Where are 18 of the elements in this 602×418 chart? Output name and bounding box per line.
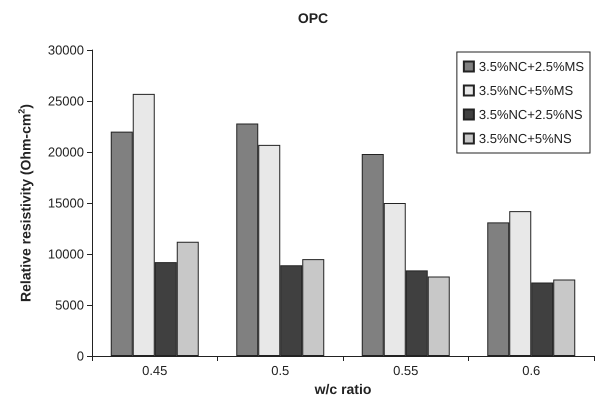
y-tick-label: 20000	[48, 144, 84, 160]
x-tick-label: 0.6	[522, 363, 540, 378]
legend-label: 3.5%NC+5%NS	[478, 131, 572, 146]
y-tick-label: 25000	[48, 94, 84, 108]
x-tick-label: 0.5	[271, 363, 290, 378]
x-tick-label: 0.55	[393, 363, 418, 378]
y-tick-label: 15000	[48, 196, 84, 210]
y-tick-label: 30000	[48, 42, 84, 58]
legend-label: 3.5%NC+2.5%MS	[478, 59, 584, 74]
legend-label: 3.5%NC+5%MS	[478, 83, 574, 98]
x-tick-label: 0.45	[142, 363, 168, 378]
chart-title: OPC	[298, 10, 328, 26]
y-tick-label: 5000	[55, 298, 84, 312]
legend-label: 3.5%NC+2.5%NS	[478, 107, 583, 122]
y-tick-label: 10000	[48, 246, 84, 262]
x-axis-title: w/c ratio	[314, 380, 372, 397]
y-axis-title: Relative resistivity (Ohm-cm2)	[16, 104, 34, 302]
y-tick-label: 0	[76, 348, 84, 364]
